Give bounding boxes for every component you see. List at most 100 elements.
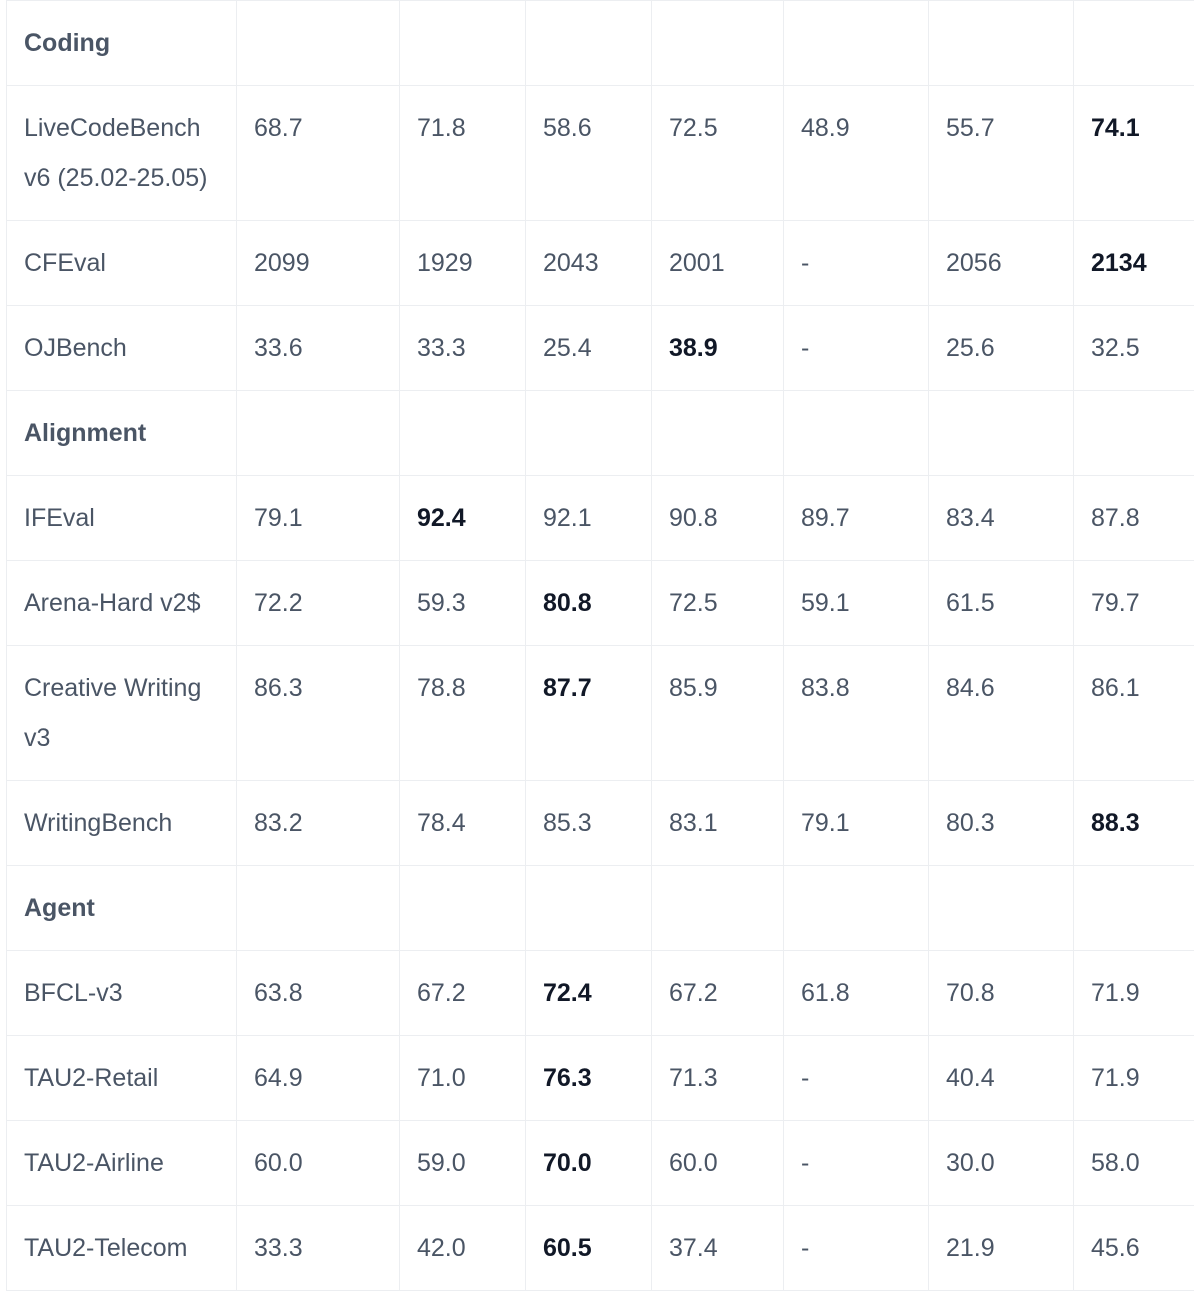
benchmark-label: WritingBench [7, 781, 237, 866]
empty-cell [784, 391, 929, 476]
score-cell: 32.5 [1074, 306, 1194, 391]
score-cell: 79.1 [237, 476, 400, 561]
score-cell: 84.6 [929, 646, 1074, 781]
score-cell: 85.9 [652, 646, 784, 781]
section-row: Agent [7, 866, 1194, 951]
empty-cell [237, 391, 400, 476]
score-cell: 78.8 [400, 646, 526, 781]
benchmark-label: TAU2-Airline [7, 1121, 237, 1206]
score-cell: 55.7 [929, 86, 1074, 221]
score-cell: - [784, 1036, 929, 1121]
benchmark-label: Arena-Hard v2$ [7, 561, 237, 646]
score-cell: 40.4 [929, 1036, 1074, 1121]
score-cell: 21.9 [929, 1206, 1074, 1291]
section-row: Coding [7, 1, 1194, 86]
score-cell: - [784, 1121, 929, 1206]
section-label: Agent [7, 866, 237, 951]
score-cell: 71.0 [400, 1036, 526, 1121]
score-cell: 58.6 [526, 86, 652, 221]
score-cell: 72.2 [237, 561, 400, 646]
score-cell: 59.3 [400, 561, 526, 646]
score-cell: 71.9 [1074, 1036, 1194, 1121]
best-score-cell: 2134 [1074, 221, 1194, 306]
score-cell: 72.5 [652, 561, 784, 646]
benchmark-label: Creative Writing v3 [7, 646, 237, 781]
score-cell: 37.4 [652, 1206, 784, 1291]
score-cell: 89.7 [784, 476, 929, 561]
score-cell: 59.0 [400, 1121, 526, 1206]
score-cell: 83.2 [237, 781, 400, 866]
best-score-cell: 88.3 [1074, 781, 1194, 866]
score-cell: - [784, 1206, 929, 1291]
score-cell: 67.2 [652, 951, 784, 1036]
score-cell: 85.3 [526, 781, 652, 866]
empty-cell [400, 866, 526, 951]
score-cell: 87.8 [1074, 476, 1194, 561]
score-cell: 71.3 [652, 1036, 784, 1121]
score-cell: 58.0 [1074, 1121, 1194, 1206]
empty-cell [526, 391, 652, 476]
empty-cell [929, 1, 1074, 86]
score-cell: 45.6 [1074, 1206, 1194, 1291]
best-score-cell: 87.7 [526, 646, 652, 781]
score-cell: 86.3 [237, 646, 400, 781]
score-cell: 42.0 [400, 1206, 526, 1291]
score-cell: 33.6 [237, 306, 400, 391]
benchmark-label: TAU2-Telecom [7, 1206, 237, 1291]
score-cell: 2001 [652, 221, 784, 306]
score-cell: 64.9 [237, 1036, 400, 1121]
score-cell: 67.2 [400, 951, 526, 1036]
score-cell: 79.7 [1074, 561, 1194, 646]
benchmark-label: OJBench [7, 306, 237, 391]
empty-cell [526, 1, 652, 86]
score-cell: 79.1 [784, 781, 929, 866]
score-cell: 2099 [237, 221, 400, 306]
empty-cell [400, 391, 526, 476]
empty-cell [1074, 391, 1194, 476]
best-score-cell: 74.1 [1074, 86, 1194, 221]
score-cell: 33.3 [237, 1206, 400, 1291]
score-cell: - [784, 306, 929, 391]
empty-cell [1074, 866, 1194, 951]
empty-cell [237, 1, 400, 86]
section-label: Alignment [7, 391, 237, 476]
empty-cell [652, 1, 784, 86]
best-score-cell: 38.9 [652, 306, 784, 391]
empty-cell [929, 866, 1074, 951]
score-cell: 86.1 [1074, 646, 1194, 781]
score-cell: 83.1 [652, 781, 784, 866]
score-cell: 60.0 [652, 1121, 784, 1206]
score-cell: 83.8 [784, 646, 929, 781]
score-cell: 61.8 [784, 951, 929, 1036]
benchmark-label: IFEval [7, 476, 237, 561]
empty-cell [652, 866, 784, 951]
score-cell: 60.0 [237, 1121, 400, 1206]
score-cell: - [784, 221, 929, 306]
benchmark-label: TAU2-Retail [7, 1036, 237, 1121]
best-score-cell: 80.8 [526, 561, 652, 646]
best-score-cell: 76.3 [526, 1036, 652, 1121]
score-cell: 70.8 [929, 951, 1074, 1036]
score-cell: 61.5 [929, 561, 1074, 646]
empty-cell [784, 866, 929, 951]
score-cell: 25.6 [929, 306, 1074, 391]
score-cell: 30.0 [929, 1121, 1074, 1206]
score-cell: 72.5 [652, 86, 784, 221]
score-cell: 33.3 [400, 306, 526, 391]
score-cell: 1929 [400, 221, 526, 306]
section-row: Alignment [7, 391, 1194, 476]
best-score-cell: 60.5 [526, 1206, 652, 1291]
empty-cell [237, 866, 400, 951]
score-cell: 48.9 [784, 86, 929, 221]
score-cell: 2043 [526, 221, 652, 306]
benchmark-label: CFEval [7, 221, 237, 306]
benchmark-label: LiveCodeBench v6 (25.02-25.05) [7, 86, 237, 221]
